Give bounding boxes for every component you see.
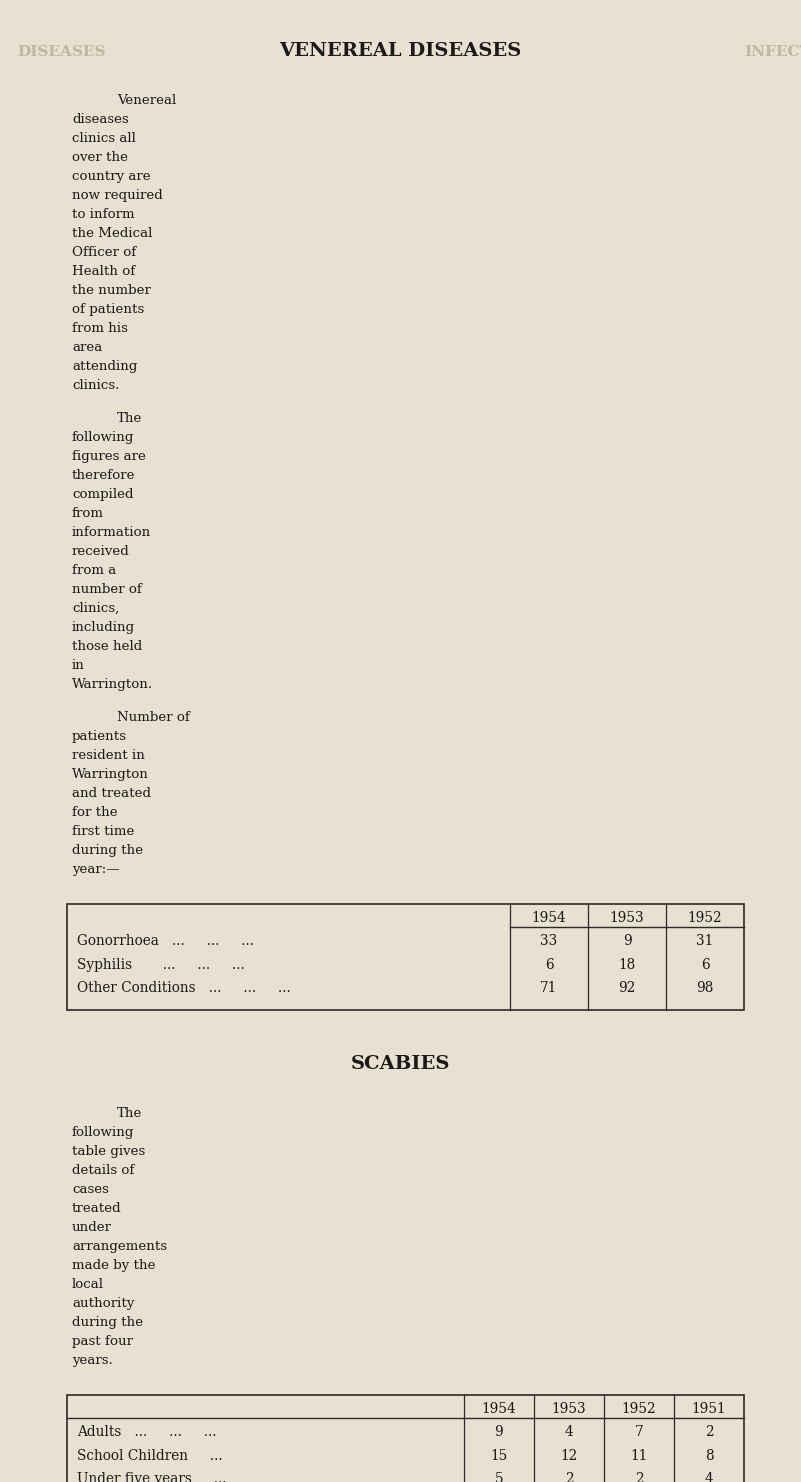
Text: Adults   ...     ...     ...: Adults ... ... ... <box>77 1426 216 1439</box>
Text: the Medical: the Medical <box>72 227 152 240</box>
Text: clinics all: clinics all <box>72 132 136 145</box>
Text: 9: 9 <box>495 1426 503 1439</box>
Text: 2: 2 <box>705 1426 714 1439</box>
Text: Health of: Health of <box>72 265 135 279</box>
Text: country are: country are <box>72 170 151 182</box>
Text: 33: 33 <box>541 935 557 948</box>
Text: patients: patients <box>72 731 127 742</box>
Text: clinics,: clinics, <box>72 602 119 615</box>
Text: arrangements: arrangements <box>72 1240 167 1252</box>
Text: 1954: 1954 <box>481 1402 517 1415</box>
Text: 2: 2 <box>565 1472 574 1482</box>
Text: The: The <box>117 1107 143 1120</box>
Text: made by the: made by the <box>72 1258 155 1272</box>
Text: under: under <box>72 1221 112 1233</box>
Text: Number of: Number of <box>117 711 190 725</box>
Text: 98: 98 <box>696 981 714 996</box>
Text: The: The <box>117 412 143 425</box>
Text: 2: 2 <box>634 1472 643 1482</box>
Text: now required: now required <box>72 190 163 202</box>
Text: 8: 8 <box>705 1449 714 1463</box>
Text: 5: 5 <box>495 1472 503 1482</box>
Text: from: from <box>72 507 104 520</box>
Text: resident in: resident in <box>72 748 145 762</box>
Text: 12: 12 <box>561 1449 578 1463</box>
Text: 9: 9 <box>622 935 631 948</box>
Text: 1953: 1953 <box>610 911 644 925</box>
Text: 92: 92 <box>618 981 636 996</box>
Text: over the: over the <box>72 151 128 165</box>
Text: 15: 15 <box>490 1449 508 1463</box>
Text: 6: 6 <box>701 957 710 972</box>
Text: 11: 11 <box>630 1449 648 1463</box>
Text: of patients: of patients <box>72 302 144 316</box>
Text: SCABIES: SCABIES <box>351 1055 450 1073</box>
Bar <box>67 1395 744 1482</box>
Text: table gives: table gives <box>72 1144 145 1157</box>
Text: figures are: figures are <box>72 451 146 462</box>
Text: Other Conditions   ...     ...     ...: Other Conditions ... ... ... <box>77 981 291 996</box>
Text: received: received <box>72 545 130 559</box>
Bar <box>67 904 744 1009</box>
Text: VENEREAL DISEASES: VENEREAL DISEASES <box>280 41 521 59</box>
Text: including: including <box>72 621 135 634</box>
Text: local: local <box>72 1277 104 1291</box>
Text: diseases: diseases <box>72 113 129 126</box>
Text: Officer of: Officer of <box>72 246 136 259</box>
Text: 7: 7 <box>634 1426 643 1439</box>
Text: number of: number of <box>72 582 142 596</box>
Text: 1952: 1952 <box>622 1402 656 1415</box>
Text: first time: first time <box>72 825 135 837</box>
Text: following: following <box>72 431 135 445</box>
Text: Warrington.: Warrington. <box>72 677 153 691</box>
Text: 1951: 1951 <box>692 1402 727 1415</box>
Text: area: area <box>72 341 103 354</box>
Text: from his: from his <box>72 322 128 335</box>
Text: for the: for the <box>72 806 118 820</box>
Text: attending: attending <box>72 360 138 373</box>
Text: year:—: year:— <box>72 863 119 876</box>
Text: the number: the number <box>72 285 151 296</box>
Text: 4: 4 <box>565 1426 574 1439</box>
Text: years.: years. <box>72 1353 113 1366</box>
Text: Venereal: Venereal <box>117 93 176 107</box>
Text: 31: 31 <box>696 935 714 948</box>
Text: to inform: to inform <box>72 207 135 221</box>
Text: 6: 6 <box>545 957 553 972</box>
Text: in: in <box>72 659 85 671</box>
Text: School Children     ...: School Children ... <box>77 1449 223 1463</box>
Text: Gonorrhoea   ...     ...     ...: Gonorrhoea ... ... ... <box>77 935 254 948</box>
Text: Syphilis       ...     ...     ...: Syphilis ... ... ... <box>77 957 245 972</box>
Text: during the: during the <box>72 845 143 857</box>
Text: 1952: 1952 <box>688 911 723 925</box>
Text: 71: 71 <box>541 981 557 996</box>
Text: and treated: and treated <box>72 787 151 800</box>
Text: past four: past four <box>72 1335 133 1347</box>
Text: details of: details of <box>72 1163 135 1177</box>
Text: 18: 18 <box>618 957 636 972</box>
Text: INFECTIOUS: INFECTIOUS <box>744 44 801 59</box>
Text: 1954: 1954 <box>532 911 566 925</box>
Text: Warrington: Warrington <box>72 768 149 781</box>
Text: treated: treated <box>72 1202 122 1215</box>
Text: 1953: 1953 <box>552 1402 586 1415</box>
Text: compiled: compiled <box>72 488 134 501</box>
Text: 4: 4 <box>705 1472 714 1482</box>
Text: cases: cases <box>72 1183 109 1196</box>
Text: authority: authority <box>72 1297 135 1310</box>
Text: therefore: therefore <box>72 468 135 482</box>
Text: information: information <box>72 526 151 539</box>
Text: during the: during the <box>72 1316 143 1329</box>
Text: following: following <box>72 1126 135 1138</box>
Text: Under five years     ...: Under five years ... <box>77 1472 227 1482</box>
Text: from a: from a <box>72 565 116 576</box>
Text: those held: those held <box>72 640 143 654</box>
Text: clinics.: clinics. <box>72 379 119 393</box>
Text: DISEASES: DISEASES <box>17 44 106 59</box>
